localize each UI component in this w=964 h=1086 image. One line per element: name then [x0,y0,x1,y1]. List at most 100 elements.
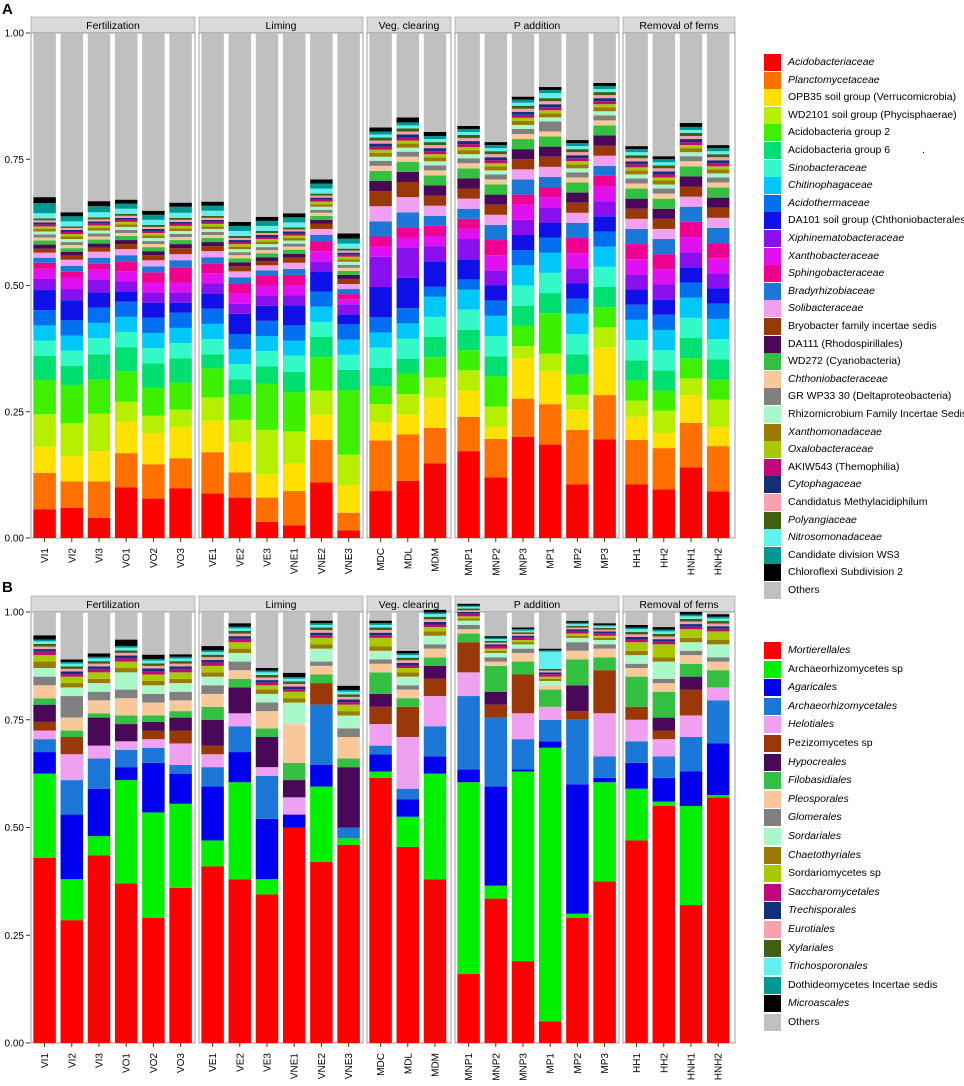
panel-a-facet-liming-bar-vne1-others [282,33,306,214]
panel-b-facet-fertilization-bar-vi1-eurotiales [33,646,56,650]
panel-b-facet-fertilization-bar-vo3-archaeorhizomycetes-sp [169,803,192,888]
panel-b-facet-fertilization-bar-vo2-trichosporonales [142,660,165,664]
panel-b-facet-fertilization-bar-vi2-agaricales [60,814,84,880]
legend-label: Archaeorhizomycetales [788,699,898,712]
panel-b-facet-p-addition-bar-mnp1-sordariales [457,620,480,625]
panel-a-facet-removal-of-ferns-bar-hh2-nitrosomonadaceae [652,162,676,166]
panel-b-facet-liming-bar-ve3-trechisporales [255,680,279,683]
panel-a-facet-liming-bar-ve2-polyangiaceae [228,236,252,239]
panel-b-facet-liming-bar-ve1-trechisporales [201,659,224,663]
panel-a-x-tick-label: MP1 [546,548,557,569]
panel-b-facet-p-addition-bar-mnp3-mortierellales [511,961,535,1043]
panel-a-facet-fertilization-bar-vi3-acidobacteriaceae [87,517,111,538]
panel-b-facet-fertilization-bar-vi3-hypocreales [87,717,111,746]
panel-a-facet-liming-bar-vne2-chitinophagaceae [310,306,333,322]
panel-a-facet-fertilization-bar-vo1-planctomycetaceae [114,453,138,488]
panel-a-facet-p-addition-bar-mp3-chloroflexi-subdivision-2 [593,82,616,87]
panel-b-facet-liming-bar-ve2-agaricales [228,752,252,783]
panel-a-facet-p-addition-bar-mnp1-da111-rhodospirillales [457,178,480,189]
panel-b-x-tick-label: VO3 [176,1053,187,1073]
panel-a-facet-removal-of-ferns-bar-hh1-solibacteraceae [625,218,648,229]
legend-swatch [764,177,781,195]
panel-a-facet-removal-of-ferns-bar-hh1-candidate-division-ws3 [625,149,648,153]
panel-b-facet-p-addition-bar-mnp3-filobasidiales [511,661,535,675]
panel-b-facet-fertilization-bar-vi1-pezizomycetes-sp [33,721,56,731]
panel-a-x-tick-label: HNH1 [687,548,698,576]
panel-a-facet-fertilization-bar-vo1-candidatus-methylacidiphilum [114,215,138,218]
panel-b-facet-veg-clearing-bar-mdc-agaricales [369,754,392,772]
panel-b-facet-removal-of-ferns-bar-hh2-saccharomycetales [652,641,676,645]
panel-a-facet-fertilization-bar-vi1-chitinophagaceae [33,325,56,341]
panel-a-facet-fertilization-bar-vo2-planctomycetaceae [142,464,165,499]
panel-a-facet-p-addition-bar-mp1-xanthomonadaceae [538,113,562,118]
panel-a-facet-liming-bar-ve2-oxalobacteraceae [228,244,252,247]
panel-a-facet-p-addition-bar-mnp2-oxalobacteraceae [484,163,508,167]
panel-b-facet-veg-clearing-bar-mdl-eurotiales [396,660,420,663]
panel-a-facet-p-addition-bar-mp2-wd2101-soil-group-phycisphaerae [566,394,589,410]
panel-a-facet-liming-bar-vne2-others [310,33,333,180]
panel-b-facet-p-addition-bar-mp2-chaetothyriales [566,635,589,638]
panel-a-x-tick-label: VO2 [149,548,160,568]
panel-a-facet-fertilization-bar-vo1-acidothermaceae [114,301,138,317]
panel-a-facet-fertilization-bar-vo1-bryobacter-family-incertae-sedis [114,244,138,250]
panel-a-facet-liming-bar-vne2-acidobacteriaceae [310,482,333,538]
panel-a-facet-veg-clearing-bar-mdl-xanthomonadaceae [396,143,420,148]
panel-a-facet-liming-bar-vne1-xanthomonadaceae [282,238,306,241]
panel-a-facet-removal-of-ferns-bar-hnh1-sphingobacteraceae [679,221,703,238]
panel-b-facet-p-addition-bar-mnp3-agaricales [511,769,535,772]
panel-a-facet-fertilization-bar-vo1-others [114,33,138,200]
panel-a-facet-fertilization-bar-vi3-acidobacteria-group-6 [87,354,111,380]
panel-b-facet-liming-bar-ve3-hypocreales [255,736,279,768]
panel-b-facet-removal-of-ferns-bar-hh2-xylariales [652,633,676,637]
panel-b-facet-p-addition-bar-mp3-glomerales [593,644,616,649]
panel-a-facet-fertilization-bar-vo3-cytophagaceae [169,221,192,224]
legend-swatch [764,89,781,107]
legend-label: Acidobacteriaceae [788,56,875,68]
panel-b-facet-removal-of-ferns-bar-hh1-helotiales [625,719,648,742]
panel-b-facet-removal-of-ferns-bar-hh1-mortierellales [625,840,648,1043]
panel-a-facet-veg-clearing-bar-mdl-xiphinematobacteraceae [396,247,420,278]
panel-b-facet-liming-bar-vne1-filobasidiales [282,762,306,781]
panel-a-facet-removal-of-ferns-bar-hnh1-opb35-soil-group-verrucomicrobia [679,395,703,423]
panel-a-facet-liming-bar-ve1-da111-rhodospirillales [201,242,224,247]
panel-a-facet-liming-bar-vne3-polyangiaceae [337,248,360,251]
panel-a-facet-fertilization-bar-vo2-sphingobacteraceae [142,272,165,283]
panel-b-facet-p-addition-bar-mnp3-trechisporales [511,635,535,638]
panel-a-facet-fertilization-bar-vi2-oxalobacteraceae [60,233,84,237]
panel-a-facet-liming-bar-vne3-akiw543-themophilia [337,254,360,257]
panel-b-facet-liming-bar-ve3-glomerales [255,702,279,712]
panel-b-facet-removal-of-ferns-bar-hnh1-helotiales [679,715,703,737]
panel-a-facet-fertilization-bar-vi2-planctomycetaceae [60,481,84,508]
panel-b-facet-p-addition-strip-label: P addition [514,599,561,611]
panel-a-facet-removal-of-ferns-bar-hnh1-akiw543-themophilia [679,142,703,146]
panel-b-facet-veg-clearing-bar-mdc-filobasidiales [369,672,392,694]
panel-a-facet-liming-bar-ve1-xiphinematobacteraceae [201,283,224,294]
panel-a-facet-fertilization-bar-vi1-acidothermaceae [33,310,56,326]
legend-item-xiphinematobacteraceae: Xiphinematobacteraceae [764,229,964,250]
panel-a-facet-removal-of-ferns-bar-hh2-bradyrhizobiaceae [652,239,676,255]
panel-b-facet-removal-of-ferns-bar-hnh2-glomerales [706,657,730,662]
panel-a-facet-p-addition-bar-mp2-chitinophagaceae [566,313,589,334]
panel-a-facet-removal-of-ferns-bar-hh1-wd2101-soil-group-phycisphaerae [625,400,648,417]
panel-a-facet-veg-clearing-bar-mdl-planctomycetaceae [396,434,420,481]
panel-b-facet-p-addition-bar-mnp3-archaeorhizomycetes-sp [511,771,535,962]
panel-a-facet-p-addition-bar-mp3-others [593,33,616,83]
panel-a-facet-removal-of-ferns-bar-hnh1-acidobacteria-group-6 [679,338,703,359]
panel-b-facet-liming-bar-ve3-others [255,612,279,669]
panel-b-x-tick-label: VI3 [95,1053,106,1068]
panel-a-facet-veg-clearing-bar-mdm-wd272-cyanobacteria [423,175,447,186]
panel-b-facet-fertilization-bar-vo1-hypocreales [114,724,138,742]
legend-item-gr-wp33-30-deltaproteobacteria: GR WP33 30 (Deltaproteobacteria) [764,387,964,408]
panel-a-facet-removal-of-ferns-bar-hh2-oxalobacteraceae [652,177,676,181]
panel-b-facet-p-addition-bar-mnp1-chaetothyriales [457,618,480,621]
legend-label: Trichosporonales [788,960,868,973]
panel-a-facet-liming-bar-ve1-akiw543-themophilia [201,221,224,224]
legend-item-chaetothyriales: Chaetothyriales [764,846,964,867]
panel-a-facet-removal-of-ferns-bar-hh2-da101-soil-group-chthoniobacterales [652,299,676,315]
panel-b-facet-fertilization-bar-vi2-pezizomycetes-sp [60,736,84,755]
panel-a-facet-p-addition-bar-mp2-chthoniobacteraceae [566,177,589,183]
panel-a-facet-p-addition-bar-mnp2-acidobacteria-group-2 [484,376,508,407]
panel-b-facet-removal-of-ferns-bar-hnh2-pleosporales [706,661,730,671]
panel-a-facet-liming-bar-vne1-wd2101-soil-group-phycisphaerae [282,431,306,464]
panel-a-x-tick-label: VO3 [176,548,187,568]
